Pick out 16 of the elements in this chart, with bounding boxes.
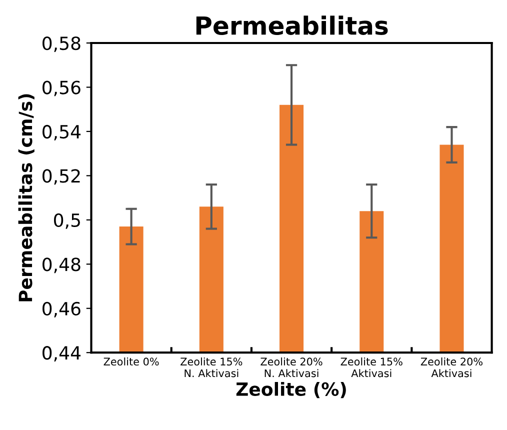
chart-title: Permeabilitas — [196, 16, 388, 36]
y-tick-label: 0,54 — [42, 124, 81, 140]
y-tick-label: 0,5 — [54, 213, 80, 229]
y-tick-label: 0,52 — [42, 169, 80, 185]
x-tick-label: Zeolite 0% — [104, 357, 159, 366]
y-tick-label: 0,58 — [42, 36, 80, 52]
y-tick-label: 0,46 — [42, 302, 80, 318]
y-tick-label: 0,48 — [42, 258, 80, 274]
x-tick-label: Zeolite 20% Aktivasi — [420, 357, 482, 378]
y-axis-title: Permeabilitas (cm/s) — [18, 94, 34, 302]
x-tick-label: Zeolite 15% Aktivasi — [340, 357, 402, 378]
x-tick-label: Zeolite 20% N. Aktivasi — [260, 357, 322, 378]
y-tick-label: 0,56 — [42, 80, 80, 96]
x-axis-title: Zeolite (%) — [236, 382, 346, 398]
x-tick-label: Zeolite 15% N. Aktivasi — [180, 357, 242, 378]
y-tick-label: 0,44 — [42, 346, 81, 362]
